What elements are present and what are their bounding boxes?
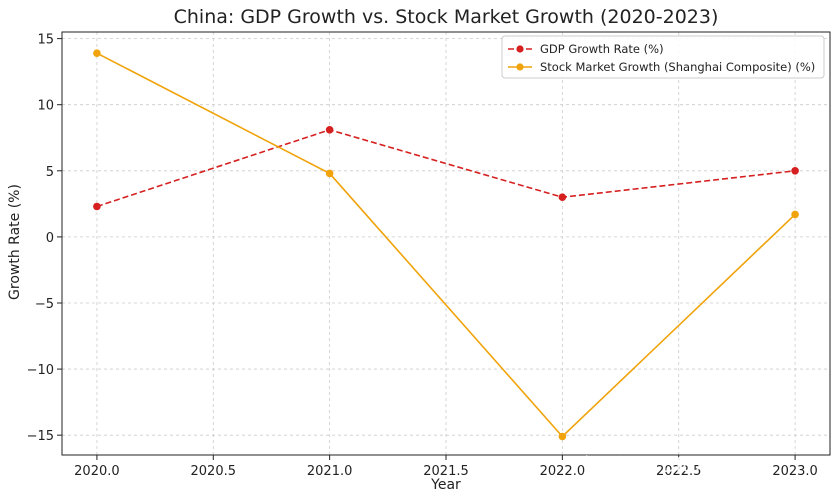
data-point-series-0: [558, 193, 567, 202]
y-tick-label: 5: [46, 165, 54, 180]
x-tick-label: 2020.5: [191, 464, 237, 479]
series-line-1: [96, 52, 796, 438]
data-point-series-0: [325, 126, 334, 134]
legend-marker-0: [516, 45, 524, 53]
x-tick-label: 2020.0: [74, 464, 120, 479]
x-axis-ticks: 2020.0 2020.5 2021.0 2021.5 2022.0 2022.5 2023…: [74, 455, 818, 479]
x-tick-label: 2021.0: [307, 464, 353, 479]
y-tick-label: 10: [37, 99, 54, 114]
legend-label-1: Stock Market Growth (Shanghai Composite)…: [540, 60, 815, 74]
data-point-series-0: [93, 202, 101, 211]
y-tick-label: −15: [27, 429, 54, 444]
y-tick-label: −5: [35, 297, 54, 312]
data-point-series-1: [325, 169, 334, 178]
grid-lines: [62, 32, 830, 455]
x-tick-label: 2022.0: [540, 464, 586, 479]
y-axis-ticks: −15 −10 −5 0 5 10 15: [27, 33, 62, 444]
x-tick-label: 2022.5: [656, 464, 702, 479]
series-line-0: [96, 128, 796, 208]
y-axis-label: Growth Rate (%): [7, 184, 23, 300]
watermark-text: 知乎 @TBfoxmulder: [583, 453, 778, 477]
x-axis-label: Year: [430, 477, 461, 493]
legend-label-0: GDP Growth Rate (%): [540, 42, 664, 56]
data-point-series-1: [791, 210, 799, 219]
series-points: [93, 49, 799, 441]
y-tick-label: 15: [37, 33, 54, 48]
series-lines: [96, 52, 796, 438]
y-tick-label: −10: [27, 363, 54, 378]
data-point-series-1: [558, 432, 567, 441]
y-tick-label: 0: [46, 231, 54, 246]
legend-box: [501, 35, 825, 79]
legend: GDP Growth Rate (%) Stock Market Growth (…: [501, 35, 825, 79]
data-point-series-0: [791, 166, 799, 175]
data-point-series-1: [93, 49, 101, 57]
legend-marker-1: [516, 63, 524, 71]
x-tick-label: 2023.0: [772, 464, 818, 479]
chart-title: China: GDP Growth vs. Stock Market Growt…: [174, 6, 719, 28]
x-tick-label: 2021.5: [423, 464, 469, 479]
